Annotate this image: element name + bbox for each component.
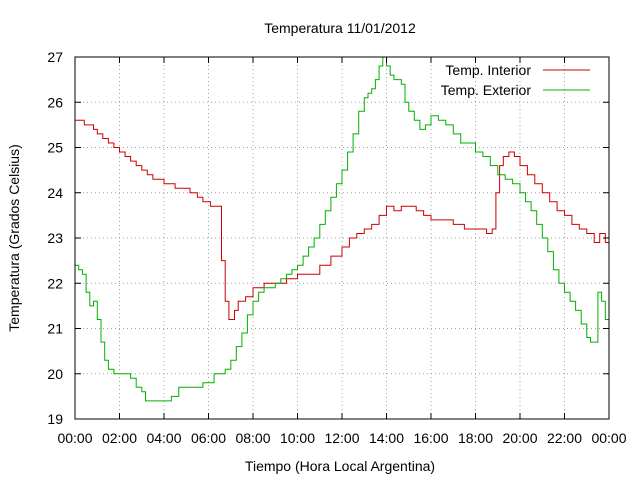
legend: Temp. Interior Temp. Exterior <box>441 62 590 98</box>
x-tick-label: 16:00 <box>413 430 448 446</box>
series-group <box>75 56 610 402</box>
chart-title: Temperatura 11/01/2012 <box>264 20 416 36</box>
grid <box>75 57 609 419</box>
x-tick-label: 08:00 <box>235 430 270 446</box>
x-tick-label: 00:00 <box>57 430 92 446</box>
x-axis-label: Tiempo (Hora Local Argentina) <box>245 458 435 474</box>
x-tick-label: 22:00 <box>547 430 582 446</box>
y-tick-label: 24 <box>47 185 63 201</box>
y-tick-label: 20 <box>47 366 63 382</box>
tick-labels: 00:00 02:00 04:00 06:00 08:00 10:00 12:00 14:00… <box>47 49 626 446</box>
x-tick-label: 04:00 <box>146 430 181 446</box>
plot-frame <box>74 56 610 420</box>
x-tick-label: 06:00 <box>191 430 226 446</box>
y-tick-label: 22 <box>47 275 63 291</box>
series-line-interior <box>75 119 609 320</box>
y-tick-label: 26 <box>47 94 63 110</box>
y-axis-label: Temperatura (Grados Celsius) <box>6 144 22 332</box>
y-tick-label: 25 <box>47 140 63 156</box>
legend-label-interior: Temp. Interior <box>445 62 531 78</box>
y-tick-label: 23 <box>47 230 63 246</box>
y-tick-label: 19 <box>47 411 63 427</box>
y-tick-label: 21 <box>47 321 63 337</box>
x-tick-label: 20:00 <box>502 430 537 446</box>
legend-label-exterior: Temp. Exterior <box>441 82 532 98</box>
x-tick-label: 02:00 <box>102 430 137 446</box>
x-tick-label: 10:00 <box>280 430 315 446</box>
y-tick-label: 27 <box>47 49 63 65</box>
plot-border <box>74 56 610 420</box>
x-tick-label: 00:00 <box>591 430 626 446</box>
series-line-exterior <box>75 56 610 402</box>
x-tick-label: 12:00 <box>324 430 359 446</box>
x-tick-label: 14:00 <box>369 430 404 446</box>
x-tick-label: 18:00 <box>458 430 493 446</box>
